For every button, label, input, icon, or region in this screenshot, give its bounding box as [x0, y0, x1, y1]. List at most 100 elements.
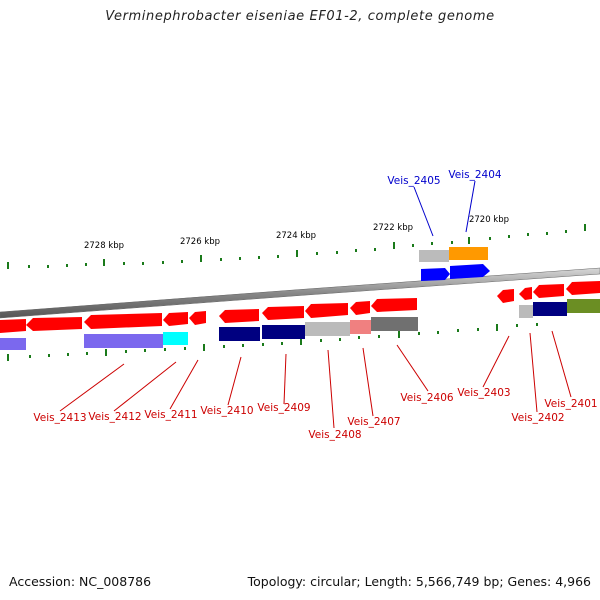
cds-arrow: [421, 268, 450, 281]
gene-label: Veis_2412: [88, 411, 141, 423]
feature-box: [449, 247, 488, 260]
callout-line: [529, 332, 538, 413]
bottom-callouts: [59, 330, 572, 429]
cds-arrow: [163, 312, 188, 326]
callout-line: [362, 347, 374, 417]
feature-box: [567, 299, 600, 313]
tick-mark: [339, 338, 341, 341]
scale-ticks-bottom: [7, 323, 538, 361]
tick-mark: [28, 265, 30, 268]
cds-arrow: [305, 303, 348, 318]
callout-line: [113, 361, 177, 412]
feature-box: [519, 305, 533, 318]
feature-box: [163, 332, 188, 345]
tick-mark: [258, 256, 260, 259]
tick-mark: [48, 354, 50, 357]
tick-mark: [203, 344, 205, 351]
callout-line: [465, 180, 476, 233]
tick-mark: [565, 230, 567, 233]
gene-label: Veis_2410: [200, 405, 253, 417]
tick-mark: [223, 345, 225, 348]
tick-mark: [393, 242, 395, 249]
scale-label: 2728 kbp: [84, 241, 124, 251]
tick-mark: [164, 348, 166, 351]
tick-mark: [418, 332, 420, 335]
tick-mark: [437, 331, 439, 334]
tick-mark: [584, 224, 586, 231]
feature-box: [219, 327, 260, 341]
accession-text: Accession: NC_008786: [9, 574, 152, 589]
tick-mark: [296, 250, 298, 257]
cds-arrow: [84, 313, 162, 329]
tick-mark: [142, 262, 144, 265]
scale-labels: 2728 kbp 2726 kbp 2724 kbp 2722 kbp 2720…: [84, 215, 509, 251]
tick-mark: [125, 350, 127, 353]
scale-label: 2724 kbp: [276, 231, 316, 241]
gene-label: Veis_2401: [544, 398, 597, 410]
top-callouts: [413, 180, 476, 237]
tick-mark: [242, 344, 244, 347]
tick-mark: [262, 343, 264, 346]
tick-mark: [7, 262, 9, 269]
tick-mark: [123, 262, 125, 265]
tick-mark: [162, 261, 164, 264]
tick-mark: [546, 232, 548, 235]
tick-mark: [412, 244, 414, 247]
callout-line: [327, 349, 335, 429]
callout-line: [227, 356, 242, 406]
callout-line: [169, 359, 199, 410]
gene-label: Veis_2402: [511, 412, 564, 424]
tick-mark: [105, 349, 107, 356]
callout-line: [413, 186, 434, 237]
cds-arrow: [0, 319, 26, 333]
forward-strand-features: [0, 281, 600, 333]
cds-arrow: [497, 289, 514, 303]
tick-mark: [67, 353, 69, 356]
tick-mark: [220, 258, 222, 261]
scale-label: 2720 kbp: [469, 215, 509, 225]
cds-arrow: [262, 306, 304, 320]
callout-line: [283, 353, 287, 405]
tick-mark: [239, 257, 241, 260]
tick-mark: [374, 248, 376, 251]
gene-label: Veis_2403: [457, 387, 510, 399]
tick-mark: [7, 354, 9, 361]
gene-label: Veis_2407: [347, 416, 400, 428]
feature-box: [371, 317, 418, 331]
reverse-strand-features: [0, 299, 600, 350]
tick-mark: [516, 324, 518, 327]
tick-mark: [398, 331, 400, 338]
map-title: Verminephrobacter eiseniae EF01-2, compl…: [105, 9, 495, 24]
gene-label: Veis_2408: [308, 429, 361, 441]
tick-mark: [336, 251, 338, 254]
tick-mark: [66, 264, 68, 267]
gene-label: Veis_2405: [387, 175, 440, 187]
tick-mark: [527, 233, 529, 236]
tick-mark: [300, 338, 302, 345]
tick-mark: [86, 352, 88, 355]
tick-mark: [320, 339, 322, 342]
top-features: [419, 247, 490, 281]
tick-mark: [457, 329, 459, 332]
callout-line: [59, 363, 125, 412]
bottom-gene-labels: Veis_2413 Veis_2412 Veis_2411 Veis_2410 …: [33, 387, 597, 441]
tick-mark: [29, 355, 31, 358]
cds-arrow: [371, 298, 417, 312]
tick-mark: [508, 235, 510, 238]
callout-line: [396, 344, 429, 392]
tick-mark: [378, 335, 380, 338]
gene-label: Veis_2413: [33, 412, 86, 424]
tick-mark: [496, 324, 498, 331]
feature-box: [0, 338, 26, 350]
tick-mark: [451, 241, 453, 244]
tick-mark: [358, 336, 360, 339]
cds-arrow: [26, 317, 82, 331]
callout-line: [482, 335, 510, 388]
gene-label: Veis_2409: [257, 402, 310, 414]
feature-box: [533, 302, 567, 316]
tick-mark: [200, 255, 202, 262]
tick-mark: [355, 249, 357, 252]
scale-label: 2722 kbp: [373, 223, 413, 233]
